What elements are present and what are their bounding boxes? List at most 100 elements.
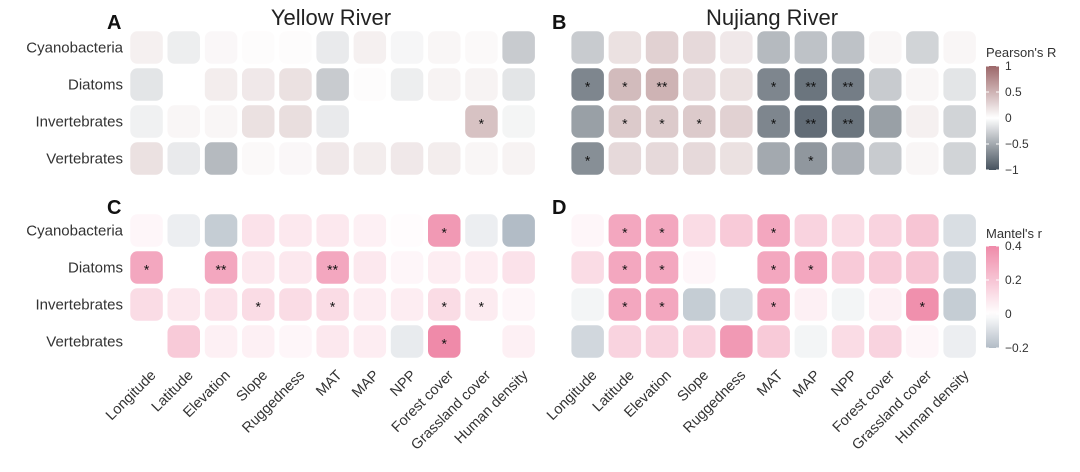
significance-mark: ** xyxy=(805,79,816,95)
significance-mark: * xyxy=(808,262,814,278)
heatmap-cell xyxy=(204,31,238,64)
legend-tick-label: 0.4 xyxy=(1005,239,1022,253)
heatmap-cell xyxy=(720,288,753,321)
legend-pearson: Pearson's R1 0.5 0 −0.5 −1 xyxy=(986,45,1056,177)
heatmap-cell xyxy=(645,214,679,247)
heatmap-cell xyxy=(720,68,753,101)
heatmap-cell xyxy=(645,325,679,358)
heatmap-cell xyxy=(130,325,163,358)
heatmap-cell xyxy=(608,105,642,138)
significance-mark: * xyxy=(659,262,665,278)
heatmap-cell xyxy=(831,288,865,321)
heatmap-cell xyxy=(167,288,200,321)
heatmap-cell xyxy=(683,325,716,358)
heatmap-cell xyxy=(204,325,238,358)
heatmap-cell xyxy=(683,31,716,64)
legend-tick-label: 0.5 xyxy=(1005,85,1022,99)
heatmap-cell xyxy=(943,325,976,358)
heatmap-cell xyxy=(465,105,498,138)
heatmap-cell xyxy=(316,251,349,284)
legend-tick-label: 0 xyxy=(1005,111,1012,125)
heatmap-cell xyxy=(316,214,349,247)
heatmap-cell xyxy=(204,251,238,284)
heatmap-cell xyxy=(571,31,604,64)
heatmap-cell xyxy=(608,288,642,321)
heatmap-cell xyxy=(279,251,312,284)
significance-mark: * xyxy=(659,116,665,132)
heatmap-cell xyxy=(794,105,828,138)
significance-mark: * xyxy=(622,225,628,241)
heatmap-cell xyxy=(390,31,424,64)
heatmap-cell xyxy=(130,68,163,101)
heatmap-cell xyxy=(465,288,498,321)
column-label-map: MAP xyxy=(790,368,824,402)
heatmap-cell xyxy=(943,31,976,64)
row-label-diatoms: Diatoms xyxy=(68,77,123,94)
heatmap-cell xyxy=(242,142,275,175)
heatmap-cell xyxy=(316,288,349,321)
heatmap-cell xyxy=(794,142,828,175)
heatmap-cell xyxy=(608,68,642,101)
heatmap-cell xyxy=(831,31,865,64)
heatmap-cell xyxy=(645,68,679,101)
heatmap-cell xyxy=(683,288,716,321)
significance-mark: ** xyxy=(843,116,854,132)
row-label-invertebrates: Invertebrates xyxy=(35,114,123,131)
heatmap-cell xyxy=(794,251,828,284)
heatmap-cell xyxy=(353,251,387,284)
heatmap-cell xyxy=(316,325,349,358)
significance-mark: ** xyxy=(843,79,854,95)
column-label-longitude: Longitude xyxy=(544,368,600,424)
heatmap-cell xyxy=(167,251,200,284)
significance-mark: * xyxy=(659,225,665,241)
significance-mark: * xyxy=(771,262,777,278)
heatmap-cell xyxy=(757,214,790,247)
heatmap-cell xyxy=(502,105,535,138)
heatmap-cell xyxy=(204,214,238,247)
heatmap-cell xyxy=(465,68,498,101)
heatmap-cell xyxy=(242,214,275,247)
heatmap-cell xyxy=(943,214,976,247)
title-nujiang-river: Nujiang River xyxy=(706,5,838,30)
heatmap-cell xyxy=(353,142,387,175)
heatmap-cell xyxy=(279,105,312,138)
panel-letter-c: C xyxy=(107,197,121,219)
row-label-cyanobacteria: Cyanobacteria xyxy=(26,40,123,57)
heatmap-cell xyxy=(757,105,790,138)
heatmap-cell xyxy=(720,105,753,138)
column-label-npp: NPP xyxy=(387,368,419,400)
significance-mark: * xyxy=(696,116,702,132)
heatmap-cell xyxy=(242,288,275,321)
heatmap-cell xyxy=(645,105,679,138)
significance-mark: * xyxy=(585,79,591,95)
heatmap-cell xyxy=(906,68,939,101)
heatmap-cell xyxy=(757,31,790,64)
heatmap-cell xyxy=(683,214,716,247)
column-label-map: MAP xyxy=(349,368,383,402)
heatmap-cell xyxy=(794,288,828,321)
panel-letter-b: B xyxy=(552,12,566,34)
panel-letter-a: A xyxy=(107,12,121,34)
row-label-diatoms: Diatoms xyxy=(68,260,123,277)
legend-tick-label: 1 xyxy=(1005,59,1012,73)
heatmap-cell xyxy=(390,325,424,358)
heatmap-cell xyxy=(869,105,902,138)
column-label-longitude: Longitude xyxy=(103,368,159,424)
heatmap-cell xyxy=(757,68,790,101)
heatmap-cell xyxy=(130,31,163,64)
heatmap-panel-b: * * ** * ** *** * * * ** *** * xyxy=(571,31,976,175)
heatmap-cell xyxy=(831,142,865,175)
heatmap-cell xyxy=(943,142,976,175)
legend-tick-label: −0.2 xyxy=(1005,341,1029,355)
heatmap-cell xyxy=(279,214,312,247)
heatmap-cell xyxy=(428,288,461,321)
heatmap-cell xyxy=(167,68,200,101)
heatmap-cell xyxy=(943,288,976,321)
significance-mark: * xyxy=(771,116,777,132)
heatmap-cell xyxy=(242,251,275,284)
heatmap-cell xyxy=(645,31,679,64)
heatmap-cell xyxy=(316,68,349,101)
heatmap-cell xyxy=(204,68,238,101)
heatmap-cell xyxy=(906,214,939,247)
